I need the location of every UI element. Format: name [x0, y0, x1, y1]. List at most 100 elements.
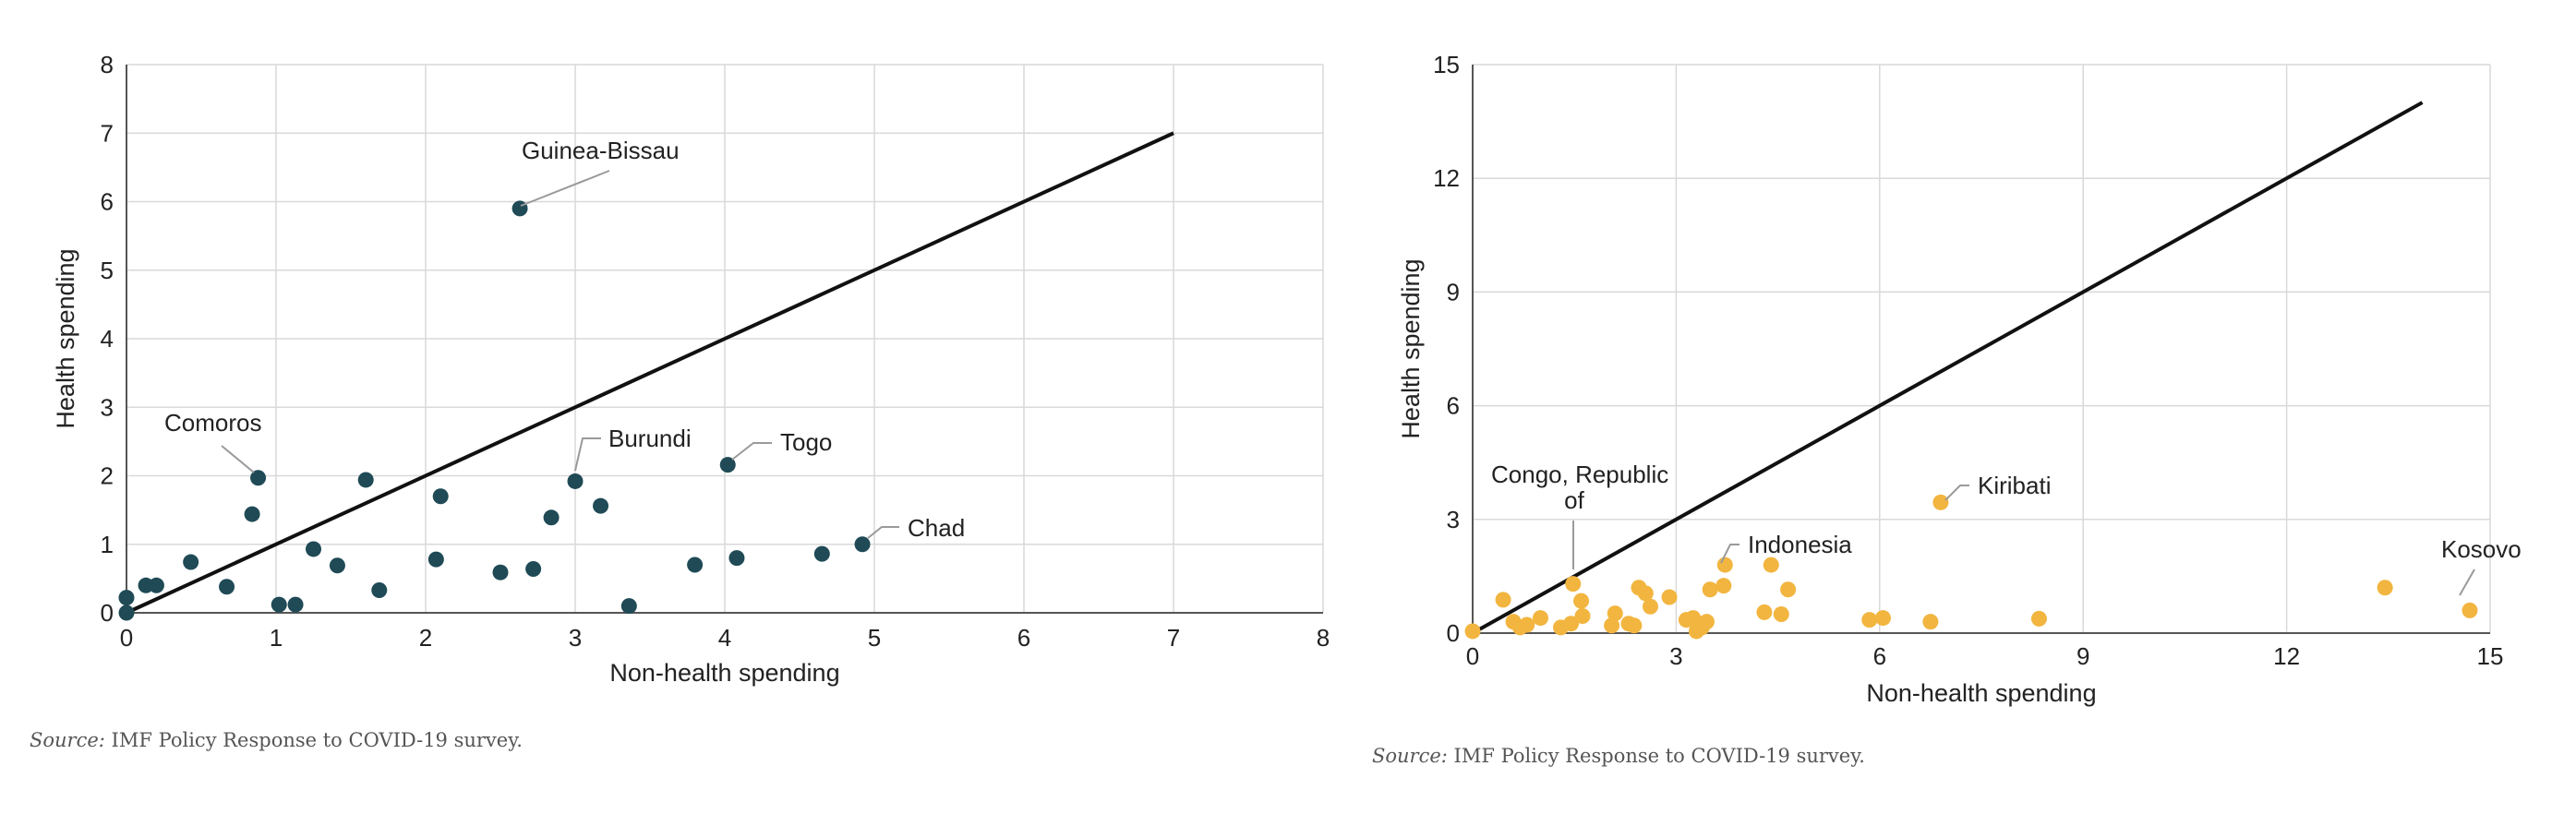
data-point — [2030, 610, 2047, 627]
data-point — [1780, 581, 1797, 598]
annotation-label: Kosovo — [2441, 535, 2522, 563]
data-point — [728, 550, 745, 567]
data-point — [1932, 494, 1949, 510]
data-point — [219, 579, 235, 595]
data-point — [118, 605, 135, 621]
data-point — [427, 551, 444, 568]
data-point — [250, 470, 267, 486]
data-point — [687, 557, 704, 573]
data-point — [287, 596, 304, 613]
data-point — [525, 560, 542, 577]
data-point — [432, 488, 449, 505]
y-axis-title: Health spending — [52, 248, 79, 428]
data-point — [244, 506, 260, 522]
annotation-leader — [731, 442, 772, 461]
data-point — [1756, 604, 1773, 620]
data-point — [854, 536, 871, 553]
y-tick-label: 1 — [101, 531, 114, 558]
annotation-label: Togo — [780, 428, 832, 456]
data-point — [1563, 616, 1580, 632]
annotation-label: of — [1564, 486, 1584, 514]
source-text-left: IMF Policy Response to COVID-19 survey. — [104, 729, 523, 751]
annotation-label: Chad — [908, 514, 965, 542]
data-point — [1637, 585, 1654, 602]
data-point — [1464, 623, 1481, 640]
annotation-label: Comoros — [164, 409, 261, 437]
x-tick-label: 4 — [718, 624, 731, 652]
data-point — [593, 497, 609, 514]
y-tick-label: 7 — [101, 119, 114, 147]
data-point — [357, 472, 374, 488]
data-point — [306, 541, 321, 557]
x-tick-label: 3 — [1669, 642, 1682, 670]
y-axis-title: Health spending — [1397, 258, 1425, 438]
annotation-leader — [1720, 544, 1739, 564]
x-tick-label: 1 — [270, 624, 283, 652]
data-point — [1519, 616, 1535, 633]
y-tick-label: 0 — [101, 599, 114, 627]
annotation-leader — [221, 445, 255, 473]
data-point — [271, 596, 287, 613]
y-tick-label: 8 — [101, 51, 114, 78]
x-tick-label: 12 — [2273, 642, 2300, 670]
data-point — [329, 557, 345, 574]
data-point — [1861, 612, 1878, 628]
data-point — [1565, 576, 1582, 593]
data-point — [492, 564, 509, 581]
data-point — [1573, 593, 1590, 609]
data-point — [2377, 580, 2393, 596]
x-tick-label: 5 — [868, 624, 881, 652]
x-tick-label: 7 — [1167, 624, 1180, 652]
source-note-left: Source: IMF Policy Response to COVID-19 … — [30, 729, 523, 751]
reference-line — [1472, 101, 2424, 635]
annotation-label: Indonesia — [1748, 531, 1852, 558]
data-point — [813, 545, 830, 562]
y-tick-label: 3 — [101, 393, 114, 421]
annotation-label: Guinea-Bissau — [522, 137, 680, 164]
annotation-leader — [1944, 485, 1969, 501]
annotation-leader — [574, 437, 601, 472]
data-point — [1661, 589, 1678, 605]
y-tick-label: 9 — [1447, 278, 1460, 305]
data-point — [1642, 598, 1658, 615]
x-axis-title: Non-health spending — [1866, 679, 2096, 707]
data-point — [1715, 578, 1732, 594]
data-point — [1607, 605, 1623, 622]
data-point — [183, 554, 199, 570]
data-point — [567, 473, 584, 489]
y-tick-label: 6 — [101, 188, 114, 216]
x-tick-label: 0 — [120, 624, 133, 652]
data-point — [1702, 581, 1718, 598]
y-tick-label: 12 — [1433, 164, 1460, 192]
x-tick-label: 3 — [569, 624, 582, 652]
data-point — [1922, 614, 1939, 630]
y-tick-label: 6 — [1447, 392, 1460, 420]
data-point — [1574, 608, 1591, 625]
annotation-label: Kiribati — [1978, 472, 2051, 499]
data-point — [719, 457, 736, 473]
source-label-right: Source: — [1372, 745, 1448, 767]
data-point — [1604, 617, 1620, 634]
data-point — [1626, 617, 1643, 634]
source-label-left: Source: — [30, 729, 105, 751]
annotation-label: Burundi — [608, 425, 692, 452]
x-tick-label: 6 — [1017, 624, 1030, 652]
data-point — [118, 590, 135, 606]
chart-right: 0 3 6 9 12 15 0 3 6 9 12 15 Non-health spending Healt… — [1397, 51, 2522, 707]
data-point — [620, 598, 637, 615]
annotation-label: Congo, Republic — [1491, 461, 1668, 488]
data-point — [1532, 610, 1548, 627]
x-tick-label: 15 — [2477, 642, 2504, 670]
source-text-right: IMF Policy Response to COVID-19 survey. — [1447, 745, 1865, 767]
data-point — [1495, 592, 1511, 608]
source-note-right: Source: IMF Policy Response to COVID-19 … — [1372, 745, 1865, 767]
annotation-leader — [520, 170, 610, 207]
y-tick-label: 4 — [101, 325, 114, 353]
data-point — [148, 577, 164, 593]
data-point — [1763, 557, 1779, 573]
data-point — [1874, 610, 1891, 627]
y-tick-label: 5 — [101, 257, 114, 284]
y-tick-label: 0 — [1447, 619, 1460, 647]
data-point — [1698, 614, 1715, 630]
